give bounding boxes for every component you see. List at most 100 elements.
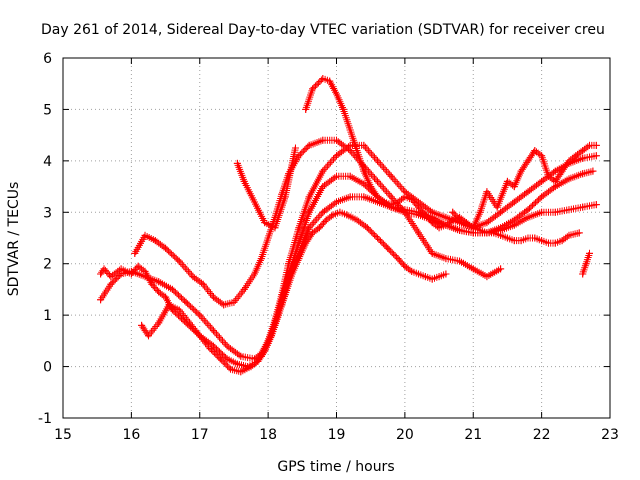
data-point — [374, 177, 382, 185]
data-point — [97, 296, 105, 304]
data-point — [374, 234, 382, 242]
x-tick-label: 16 — [122, 427, 140, 443]
data-point — [490, 229, 498, 237]
data-point — [493, 203, 501, 211]
data-point — [97, 270, 105, 278]
data-point — [175, 257, 183, 265]
data-point — [459, 219, 467, 227]
y-tick-label: 6 — [43, 51, 52, 67]
data-point — [497, 224, 505, 232]
data-point — [315, 224, 323, 232]
data-point — [551, 177, 559, 185]
data-point — [579, 270, 587, 278]
data-point — [421, 211, 429, 219]
data-point — [162, 293, 170, 301]
data-point — [524, 157, 532, 165]
data-point — [565, 175, 573, 183]
y-tick-label: -1 — [38, 411, 52, 427]
data-point — [551, 167, 559, 175]
data-point — [134, 262, 142, 270]
data-point — [138, 321, 146, 329]
data-point — [185, 319, 193, 327]
data-point — [141, 231, 149, 239]
data-point — [333, 90, 340, 98]
data-point — [456, 257, 464, 265]
data-point — [257, 352, 265, 360]
data-point — [517, 237, 525, 245]
data-point — [206, 345, 214, 353]
x-tick-label: 17 — [191, 427, 209, 443]
data-point — [309, 229, 317, 237]
data-point — [346, 193, 354, 201]
data-point — [384, 244, 392, 252]
data-point — [483, 219, 491, 227]
data-point — [401, 262, 409, 270]
data-point — [380, 198, 388, 206]
data-point — [250, 198, 258, 206]
data-point — [374, 157, 382, 165]
data-point — [510, 183, 518, 191]
data-point — [319, 167, 327, 175]
series-track-8 — [449, 141, 600, 232]
data-point — [551, 239, 559, 247]
data-point — [223, 355, 231, 363]
data-point — [575, 229, 583, 237]
data-point — [131, 249, 139, 257]
y-tick-label: 5 — [43, 102, 52, 118]
data-point — [285, 170, 293, 178]
data-point — [558, 167, 566, 175]
data-point — [155, 319, 163, 327]
data-point — [442, 213, 450, 221]
data-point — [510, 198, 518, 206]
data-point — [264, 234, 272, 242]
y-tick-label: 3 — [43, 205, 52, 221]
data-point — [278, 291, 286, 299]
data-point — [155, 278, 163, 286]
data-point — [271, 316, 279, 324]
data-point — [538, 237, 546, 245]
data-point — [524, 188, 532, 196]
data-point — [456, 226, 464, 234]
data-point — [199, 280, 207, 288]
data-point — [579, 203, 587, 211]
data-point — [435, 224, 443, 232]
data-point — [240, 177, 248, 185]
data-point — [565, 206, 573, 214]
data-point — [589, 167, 597, 175]
data-point — [257, 255, 265, 263]
data-point — [442, 255, 450, 263]
data-point — [237, 368, 245, 376]
data-point — [415, 211, 423, 219]
data-point — [247, 363, 255, 371]
data-point — [305, 141, 313, 149]
data-point — [209, 327, 217, 335]
data-point — [339, 105, 347, 113]
data-point — [524, 206, 532, 214]
data-point — [476, 208, 484, 216]
x-tick-label: 18 — [259, 427, 277, 443]
data-point — [428, 275, 436, 283]
data-point — [237, 352, 245, 360]
data-point — [107, 280, 115, 288]
data-point — [387, 193, 395, 201]
data-point — [531, 234, 539, 242]
data-point — [401, 188, 409, 196]
data-point — [538, 152, 546, 160]
data-point — [510, 237, 518, 245]
data-point — [592, 201, 600, 209]
data-point — [189, 273, 197, 281]
data-point — [510, 216, 518, 224]
data-point — [264, 337, 272, 345]
data-point — [428, 208, 436, 216]
data-point — [295, 152, 303, 160]
data-point — [585, 141, 593, 149]
data-point — [285, 260, 293, 268]
data-point — [579, 147, 587, 155]
data-point — [319, 208, 327, 216]
data-point — [592, 141, 600, 149]
data-point — [141, 273, 149, 281]
data-point — [175, 306, 183, 314]
data-point — [295, 224, 303, 232]
data-point — [415, 198, 423, 206]
